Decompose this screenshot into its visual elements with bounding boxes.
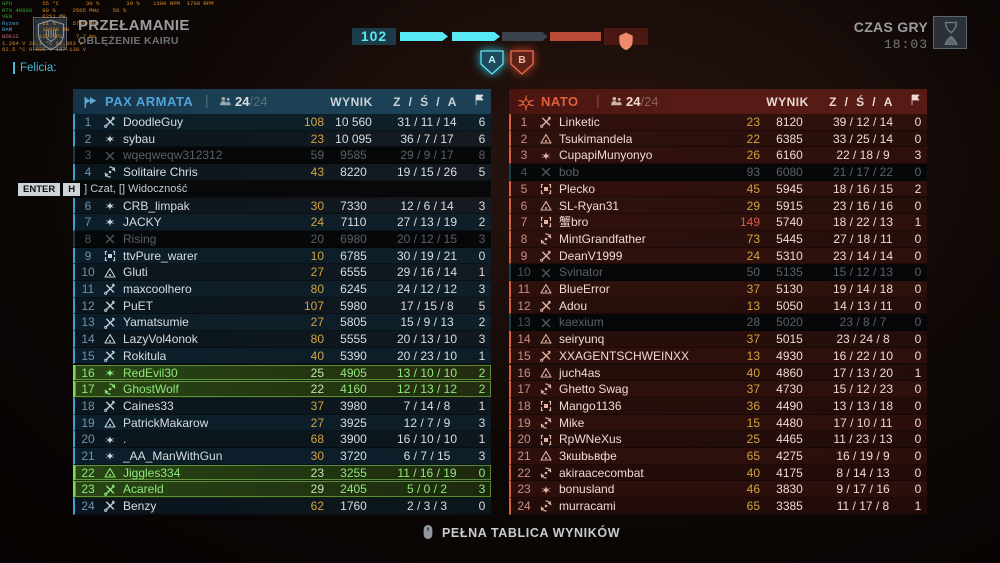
svg-text:B: B [518,54,526,66]
svg-text:A: A [488,54,496,66]
